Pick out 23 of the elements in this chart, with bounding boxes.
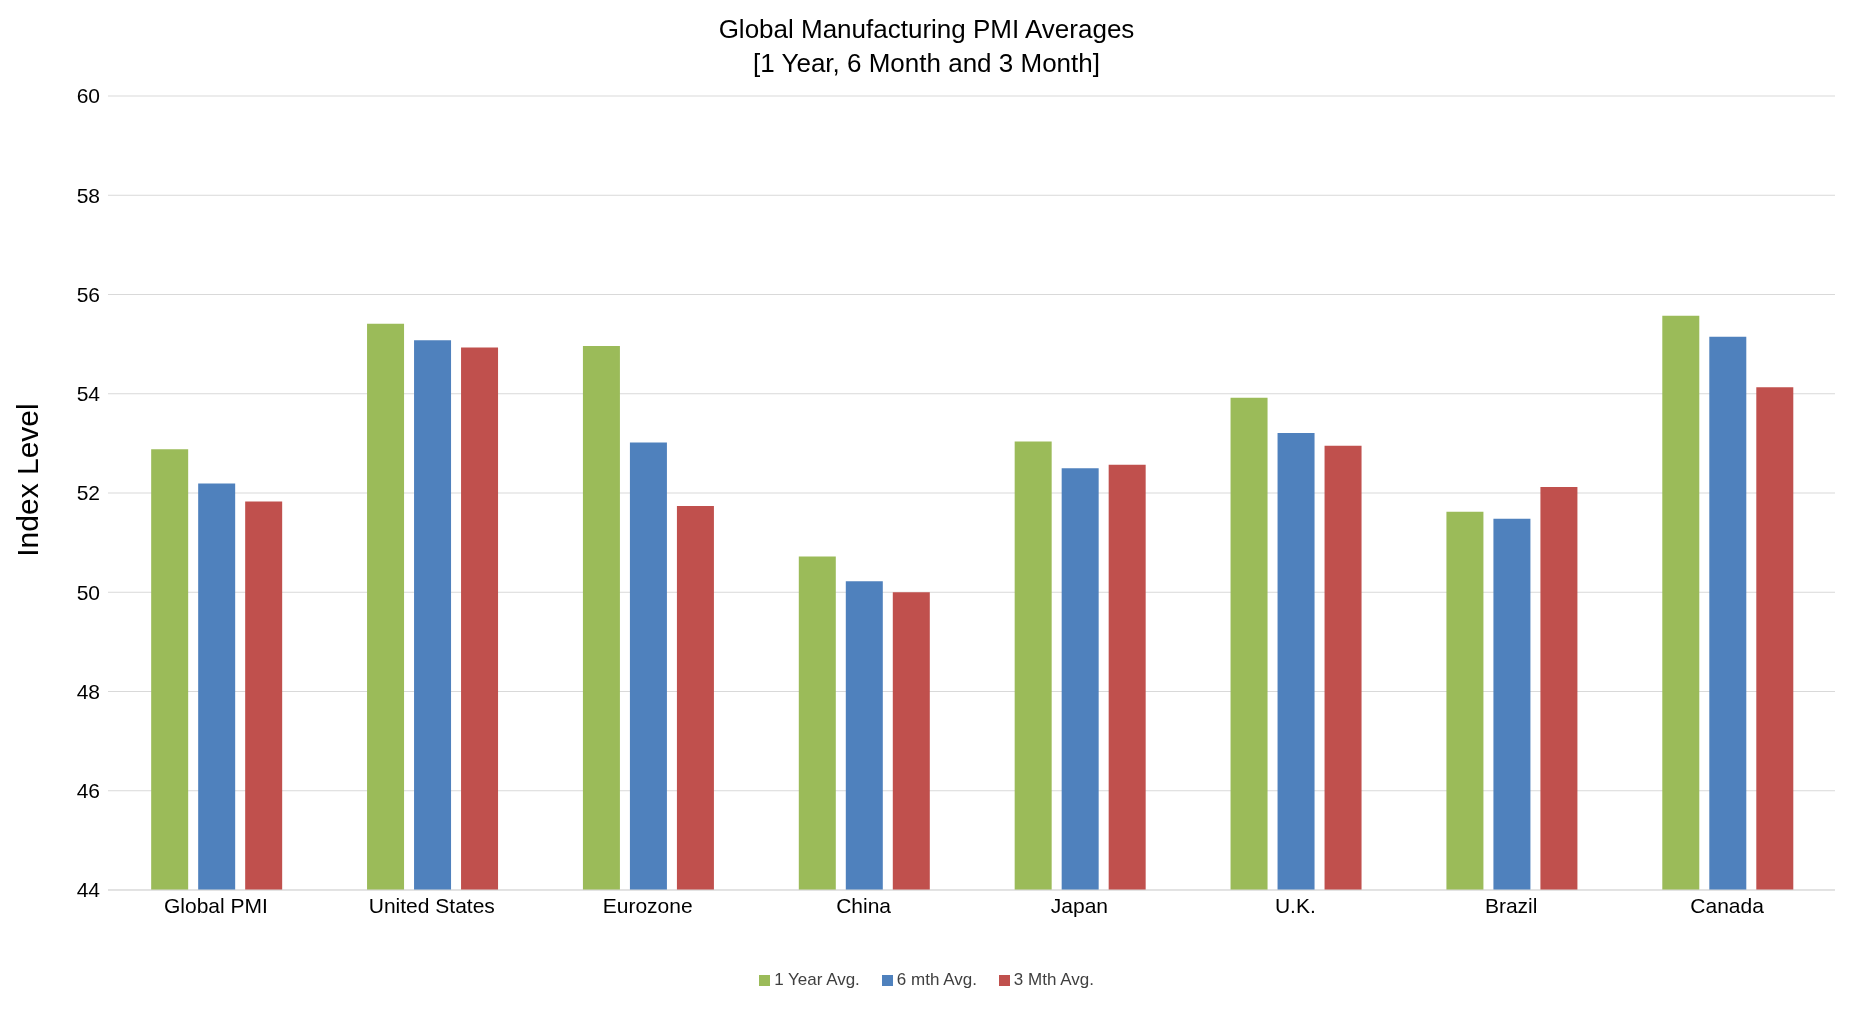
chart-subtitle: [1 Year, 6 Month and 3 Month] <box>752 47 1101 80</box>
y-tick-label: 54 <box>76 382 101 406</box>
x-tick-label: Global PMI <box>164 893 268 917</box>
y-tick-label: 56 <box>76 282 100 306</box>
y-tick-label: 50 <box>76 580 100 604</box>
x-tick-label: Japan <box>1050 893 1109 917</box>
y-tick-label: 52 <box>76 481 100 505</box>
legend-label: 6 mth Avg. <box>895 970 977 990</box>
y-tick-label: 58 <box>76 183 100 207</box>
x-tick-label: U.K. <box>1274 893 1316 917</box>
chart-title: Global Manufacturing PMI Averages <box>717 13 1136 46</box>
legend-label: 1 Year Avg. <box>773 970 860 990</box>
x-tick-label: Canada <box>1690 893 1765 917</box>
y-tick-label: 46 <box>76 779 100 803</box>
x-tick-label: Eurozone <box>602 893 693 917</box>
legend-label: 3 Mth Avg. <box>1012 970 1094 990</box>
x-tick-label: China <box>836 893 892 917</box>
y-axis-title: Index Level <box>11 403 45 557</box>
y-tick-label: 48 <box>76 679 100 703</box>
x-tick-label: United States <box>368 893 495 917</box>
x-tick-label: Brazil <box>1484 893 1538 917</box>
y-tick-label: 60 <box>76 84 100 108</box>
y-tick-label: 44 <box>76 878 101 902</box>
